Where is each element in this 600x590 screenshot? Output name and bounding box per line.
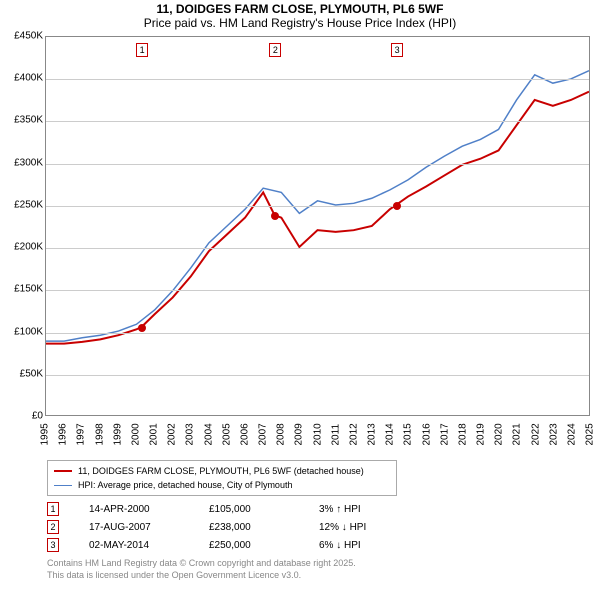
attribution: Contains HM Land Registry data © Crown c… — [47, 558, 356, 581]
x-tick-label: 2025 — [585, 434, 596, 446]
x-tick-label: 2021 — [512, 434, 523, 446]
x-tick-label: 2003 — [185, 434, 196, 446]
row-date: 02-MAY-2014 — [89, 540, 209, 551]
sale-marker — [393, 202, 401, 210]
sale-marker — [271, 212, 279, 220]
x-tick-label: 1995 — [40, 434, 51, 446]
x-tick-label: 2011 — [330, 434, 341, 446]
chart-container: 11, DOIDGES FARM CLOSE, PLYMOUTH, PL6 5W… — [0, 0, 600, 590]
x-tick-label: 2017 — [439, 434, 450, 446]
y-tick-label: £350K — [3, 115, 43, 126]
x-tick-label: 2024 — [566, 434, 577, 446]
x-tick-label: 1998 — [94, 434, 105, 446]
y-tick-label: £100K — [3, 326, 43, 337]
y-tick-label: £200K — [3, 242, 43, 253]
row-flag: 1 — [47, 502, 59, 516]
x-tick-label: 2010 — [312, 434, 323, 446]
x-tick-label: 2023 — [548, 434, 559, 446]
x-tick-label: 2004 — [203, 434, 214, 446]
flag-marker: 2 — [269, 43, 281, 57]
sale-marker — [138, 324, 146, 332]
x-tick-label: 1999 — [112, 434, 123, 446]
x-tick-label: 2019 — [476, 434, 487, 446]
row-flag: 2 — [47, 520, 59, 534]
x-tick-label: 2006 — [239, 434, 250, 446]
x-tick-label: 2008 — [276, 434, 287, 446]
y-tick-label: £450K — [3, 31, 43, 42]
series-price_paid — [46, 92, 589, 344]
row-date: 17-AUG-2007 — [89, 522, 209, 533]
row-diff: 12% ↓ HPI — [319, 522, 366, 533]
row-diff: 3% ↑ HPI — [319, 504, 361, 515]
chart-title: 11, DOIDGES FARM CLOSE, PLYMOUTH, PL6 5W… — [0, 2, 600, 30]
gridline-h — [46, 164, 589, 165]
x-tick-label: 2015 — [403, 434, 414, 446]
sales-table: 1 14-APR-2000 £105,000 3% ↑ HPI 2 17-AUG… — [47, 500, 547, 554]
flag-marker: 1 — [136, 43, 148, 57]
chart-svg — [46, 37, 589, 415]
row-date: 14-APR-2000 — [89, 504, 209, 515]
x-tick-label: 2009 — [294, 434, 305, 446]
gridline-h — [46, 290, 589, 291]
legend-label: HPI: Average price, detached house, City… — [78, 480, 292, 490]
y-tick-label: £0 — [3, 411, 43, 422]
x-tick-label: 2013 — [367, 434, 378, 446]
table-row: 2 17-AUG-2007 £238,000 12% ↓ HPI — [47, 518, 547, 536]
row-diff: 6% ↓ HPI — [319, 540, 361, 551]
legend-label: 11, DOIDGES FARM CLOSE, PLYMOUTH, PL6 5W… — [78, 466, 364, 476]
gridline-h — [46, 79, 589, 80]
x-tick-label: 1996 — [58, 434, 69, 446]
y-tick-label: £300K — [3, 157, 43, 168]
x-tick-label: 1997 — [76, 434, 87, 446]
x-tick-label: 2007 — [258, 434, 269, 446]
legend-item: 11, DOIDGES FARM CLOSE, PLYMOUTH, PL6 5W… — [54, 464, 390, 478]
legend: 11, DOIDGES FARM CLOSE, PLYMOUTH, PL6 5W… — [47, 460, 397, 496]
x-tick-label: 2002 — [167, 434, 178, 446]
y-tick-label: £400K — [3, 73, 43, 84]
flag-marker: 3 — [391, 43, 403, 57]
row-price: £238,000 — [209, 522, 319, 533]
attribution-line-1: Contains HM Land Registry data © Crown c… — [47, 558, 356, 570]
plot-area: 1 2 3 — [45, 36, 590, 416]
y-tick-label: £150K — [3, 284, 43, 295]
y-tick-label: £50K — [3, 368, 43, 379]
attribution-line-2: This data is licensed under the Open Gov… — [47, 570, 356, 582]
x-tick-label: 2022 — [530, 434, 541, 446]
x-tick-label: 2005 — [221, 434, 232, 446]
row-price: £105,000 — [209, 504, 319, 515]
row-flag: 3 — [47, 538, 59, 552]
title-line-2: Price paid vs. HM Land Registry's House … — [0, 16, 600, 30]
row-price: £250,000 — [209, 540, 319, 551]
x-tick-label: 2020 — [494, 434, 505, 446]
legend-item: HPI: Average price, detached house, City… — [54, 478, 390, 492]
table-row: 1 14-APR-2000 £105,000 3% ↑ HPI — [47, 500, 547, 518]
x-tick-label: 2014 — [385, 434, 396, 446]
x-tick-label: 2016 — [421, 434, 432, 446]
gridline-h — [46, 248, 589, 249]
legend-swatch — [54, 470, 72, 472]
x-tick-label: 2018 — [457, 434, 468, 446]
x-tick-label: 2000 — [130, 434, 141, 446]
legend-swatch — [54, 485, 72, 486]
x-tick-label: 2012 — [348, 434, 359, 446]
x-tick-label: 2001 — [149, 434, 160, 446]
gridline-h — [46, 206, 589, 207]
gridline-h — [46, 375, 589, 376]
table-row: 3 02-MAY-2014 £250,000 6% ↓ HPI — [47, 536, 547, 554]
title-line-1: 11, DOIDGES FARM CLOSE, PLYMOUTH, PL6 5W… — [0, 2, 600, 16]
gridline-h — [46, 333, 589, 334]
y-tick-label: £250K — [3, 199, 43, 210]
gridline-h — [46, 121, 589, 122]
